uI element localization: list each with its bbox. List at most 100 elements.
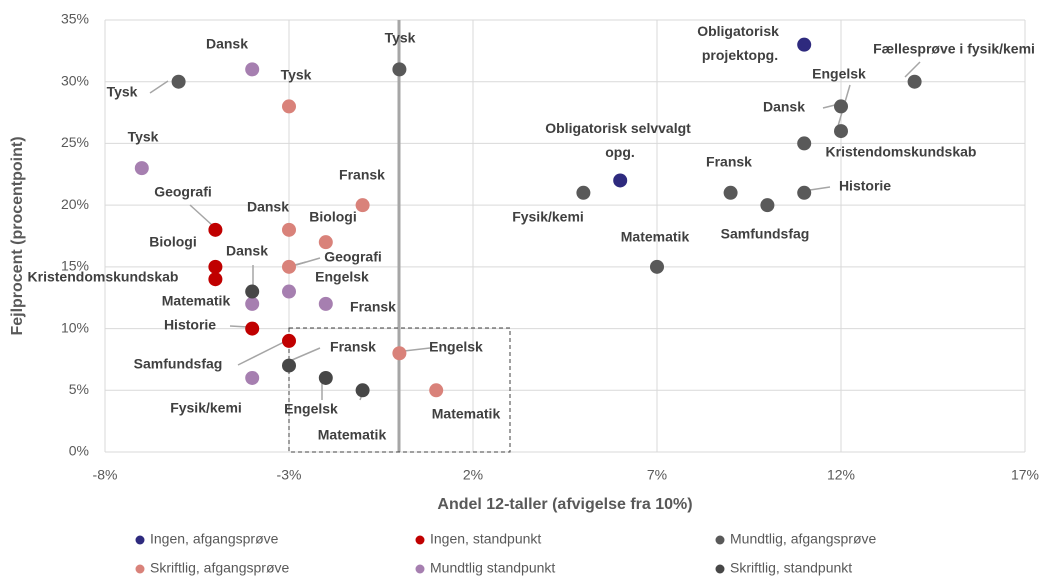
point [355,383,370,398]
point-label: Kristendomskundskab [28,269,179,285]
point [318,370,333,385]
legend-marker [135,535,145,545]
point [318,235,333,250]
point-label: Fællesprøve i fysik/kemi [873,41,1035,57]
point-label: Fysik/kemi [512,209,584,225]
point [613,173,628,188]
x-tick-label: -8% [93,467,118,483]
point-label: Dansk [763,99,805,115]
point-label: Fransk [350,299,396,315]
leader-line [229,325,249,328]
point [245,284,260,299]
point [392,346,407,361]
point-label: Tysk [385,30,416,46]
point [282,333,296,348]
legend-marker [415,535,425,545]
x-tick-label: 12% [827,467,855,483]
point-label: Samfundsfag [721,226,810,242]
point [834,99,848,114]
y-tick-label: 20% [61,196,89,212]
grid [104,19,1026,453]
point-label: Engelsk [284,401,338,417]
point-label: Matematik [318,427,387,443]
x-tick-label: 17% [1011,467,1039,483]
point [282,358,296,373]
point-label: Dansk [247,199,289,215]
point-label: Dansk [226,243,268,259]
y-tick-label: 5% [69,381,89,397]
y-tick-label: 0% [69,443,89,459]
point-label: Fysik/kemi [170,400,242,416]
point [650,259,664,274]
point [282,284,296,299]
point [208,272,223,287]
leader-line [809,186,831,191]
point-label: Historie [164,317,216,333]
point [245,296,260,311]
highlight-box [288,327,511,453]
y-tick-label: 25% [61,134,89,150]
legend-label: Ingen, standpunkt [430,531,541,547]
point-label: Engelsk [429,339,483,355]
point [282,259,296,274]
point-label: Matematik [621,229,690,245]
point-label: Biologi [149,234,196,250]
point-label: Kristendomskundskab [826,144,977,160]
legend-label: Skriftlig, afgangsprøve [150,560,289,576]
point [245,370,260,385]
point [797,37,812,52]
x-tick-label: 7% [647,467,667,483]
leader-line [237,341,285,366]
point-label: Matematik [162,293,231,309]
point-label: Tysk [281,67,312,83]
leader-line [189,204,213,226]
point-label: Historie [839,178,891,194]
leader-line [822,104,836,109]
point [797,136,812,151]
point-label: Dansk [206,36,248,52]
x-axis-title: Andel 12-taller (afvigelse fra 10%) [437,496,692,513]
point-label: Fransk [706,154,752,170]
point [797,185,812,200]
point-label: Fransk [339,167,385,183]
point [171,74,186,89]
point [392,62,407,77]
legend-label: Skriftlig, standpunkt [730,560,852,576]
point [134,161,149,176]
point-label: Obligatorisk selvvalgt opg. [545,120,694,160]
legend-marker [715,564,725,574]
y-tick-label: 35% [61,11,89,27]
x-tick-label: 2% [463,467,483,483]
point-label: Tysk [128,129,159,145]
point [355,198,370,213]
point [208,222,223,237]
point [282,99,296,114]
legend-marker [715,535,725,545]
point-label: Fransk [330,339,376,355]
point-label: Tysk [107,84,138,100]
point-label: Geografi [324,249,382,265]
legend-marker [415,564,425,574]
leader-line [904,61,921,78]
leader-line [149,80,169,94]
y-tick-label: 10% [61,319,89,335]
point [429,383,444,398]
point-label: Obligatorisk projektopg. [697,23,783,63]
legend-label: Mundtlig standpunkt [430,560,555,576]
point [723,185,738,200]
point [245,62,260,77]
point [245,321,260,336]
point-label: Matematik [432,406,501,422]
point-label: Biologi [309,209,356,225]
point [760,198,775,213]
point-label: Samfundsfag [134,356,223,372]
y-axis-title: Fejlprocent (procentpoint) [9,136,26,335]
legend-label: Ingen, afgangsprøve [150,531,279,547]
legend-marker [135,564,145,574]
point [282,222,296,237]
point [576,185,591,200]
leader-line [403,347,431,352]
point-label: Engelsk [812,66,866,82]
x-tick-label: -3% [277,467,302,483]
